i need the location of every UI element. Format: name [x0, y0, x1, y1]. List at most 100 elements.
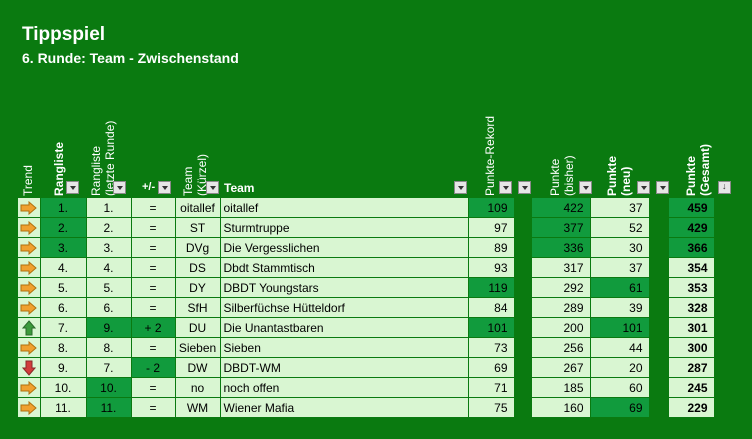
table-row: 6. 6. = SfH Silberfüchse Hütteldorf 84 289 39 32… [18, 297, 715, 318]
table-row: 10. 10. = no noch offen 71 185 60 245 [18, 377, 715, 398]
rekord-cell: 71 [468, 377, 515, 398]
plusminus-cell: = [131, 377, 176, 398]
team-cell: Dbdt Stammtisch [220, 257, 469, 278]
bisher-cell: 267 [531, 357, 591, 378]
filter-dropdown-plusminus[interactable] [158, 181, 171, 194]
gesamt-cell: 328 [668, 297, 715, 318]
last-rank-cell: 8. [86, 337, 132, 358]
gesamt-cell: 366 [668, 237, 715, 258]
plusminus-cell: = [131, 257, 176, 278]
team-cell: Wiener Mafia [220, 397, 469, 418]
trend-same-icon [20, 340, 38, 355]
team-cell: Die Unantastbaren [220, 317, 469, 338]
team-cell: oitallef [220, 198, 469, 218]
plusminus-cell: = [131, 297, 176, 318]
header-punkte-bisher: Punkte (bisher) [548, 155, 576, 196]
filter-dropdown-rekord-1[interactable] [499, 181, 512, 194]
rank-cell: 7. [40, 317, 87, 338]
team-cell: Sieben [220, 337, 469, 358]
rank-cell: 11. [40, 397, 87, 418]
gesamt-cell: 429 [668, 217, 715, 238]
kuerzel-cell: DY [175, 277, 221, 298]
gesamt-cell: 301 [668, 317, 715, 338]
rekord-cell: 97 [468, 217, 515, 238]
last-rank-cell: 1. [86, 198, 132, 218]
last-rank-cell: 9. [86, 317, 132, 338]
header-trend: Trend [21, 165, 35, 196]
trend-cell [18, 337, 41, 358]
trend-cell [18, 297, 41, 318]
kuerzel-cell: Sieben [175, 337, 221, 358]
neu-cell: 37 [590, 257, 650, 278]
plusminus-cell: = [131, 217, 176, 238]
page-title: Tippspiel [22, 24, 106, 45]
neu-cell: 60 [590, 377, 650, 398]
rank-cell: 9. [40, 357, 87, 378]
bisher-cell: 336 [531, 237, 591, 258]
gesamt-cell: 287 [668, 357, 715, 378]
header-team: Team [224, 181, 255, 195]
trend-cell [18, 198, 41, 218]
rekord-cell: 109 [468, 198, 515, 218]
rekord-cell: 69 [468, 357, 515, 378]
table-row: 4. 4. = DS Dbdt Stammtisch 93 317 37 354 [18, 257, 715, 278]
kuerzel-cell: DW [175, 357, 221, 378]
bisher-cell: 292 [531, 277, 591, 298]
trend-same-icon [20, 280, 38, 295]
last-rank-cell: 3. [86, 237, 132, 258]
kuerzel-cell: DVg [175, 237, 221, 258]
trend-up-icon [21, 319, 36, 335]
trend-same-icon [20, 380, 38, 395]
plusminus-cell: + 2 [131, 317, 176, 338]
team-cell: Sturmtruppe [220, 217, 469, 238]
team-cell: Die Vergesslichen [220, 237, 469, 258]
bisher-cell: 422 [531, 198, 591, 218]
last-rank-cell: 5. [86, 277, 132, 298]
rank-cell: 6. [40, 297, 87, 318]
filter-dropdown-neu-1[interactable] [637, 181, 650, 194]
trend-cell [18, 237, 41, 258]
filter-dropdown-rangliste[interactable] [66, 181, 79, 194]
filter-dropdown-team[interactable] [454, 181, 467, 194]
sort-dropdown-gesamt[interactable] [718, 181, 731, 194]
kuerzel-cell: ST [175, 217, 221, 238]
filter-dropdown-rekord-2[interactable] [518, 181, 531, 194]
team-cell: DBDT-WM [220, 357, 469, 378]
neu-cell: 30 [590, 237, 650, 258]
last-rank-cell: 7. [86, 357, 132, 378]
trend-cell [18, 397, 41, 418]
plusminus-cell: = [131, 237, 176, 258]
rekord-cell: 89 [468, 237, 515, 258]
filter-dropdown-rangliste-letzte[interactable] [113, 181, 126, 194]
rank-cell: 5. [40, 277, 87, 298]
table-row: 1. 1. = oitallef oitallef 109 422 37 459 [18, 198, 715, 218]
filter-dropdown-neu-2[interactable] [656, 181, 669, 194]
gesamt-cell: 245 [668, 377, 715, 398]
rank-cell: 2. [40, 217, 87, 238]
header-plusminus: +/- [142, 181, 156, 193]
table-row: 3. 3. = DVg Die Vergesslichen 89 336 30 366 [18, 237, 715, 258]
header-punkte-gesamt: Punkte (Gesamt) [684, 143, 712, 196]
neu-cell: 20 [590, 357, 650, 378]
trend-cell [18, 377, 41, 398]
filter-dropdown-kuerzel[interactable] [206, 181, 219, 194]
filter-dropdown-bisher[interactable] [579, 181, 592, 194]
kuerzel-cell: oitallef [175, 198, 221, 218]
bisher-cell: 256 [531, 337, 591, 358]
gesamt-cell: 354 [668, 257, 715, 278]
table-row: 2. 2. = ST Sturmtruppe 97 377 52 429 [18, 217, 715, 238]
neu-cell: 44 [590, 337, 650, 358]
trend-same-icon [20, 260, 38, 275]
trend-same-icon [20, 200, 38, 215]
standings-table: 1. 1. = oitallef oitallef 109 422 37 459 2. 2. = ST S… [18, 198, 715, 418]
trend-cell [18, 357, 41, 378]
plusminus-cell: - 2 [131, 357, 176, 378]
column-headers: Trend Rangliste Rangliste (letzte Runde)… [0, 0, 752, 200]
kuerzel-cell: SfH [175, 297, 221, 318]
team-cell: DBDT Youngstars [220, 277, 469, 298]
table-row: 5. 5. = DY DBDT Youngstars 119 292 61 353 [18, 277, 715, 298]
trend-down-icon [21, 360, 36, 376]
bisher-cell: 185 [531, 377, 591, 398]
table-row: 11. 11. = WM Wiener Mafia 75 160 69 229 [18, 397, 715, 418]
trend-cell [18, 277, 41, 298]
